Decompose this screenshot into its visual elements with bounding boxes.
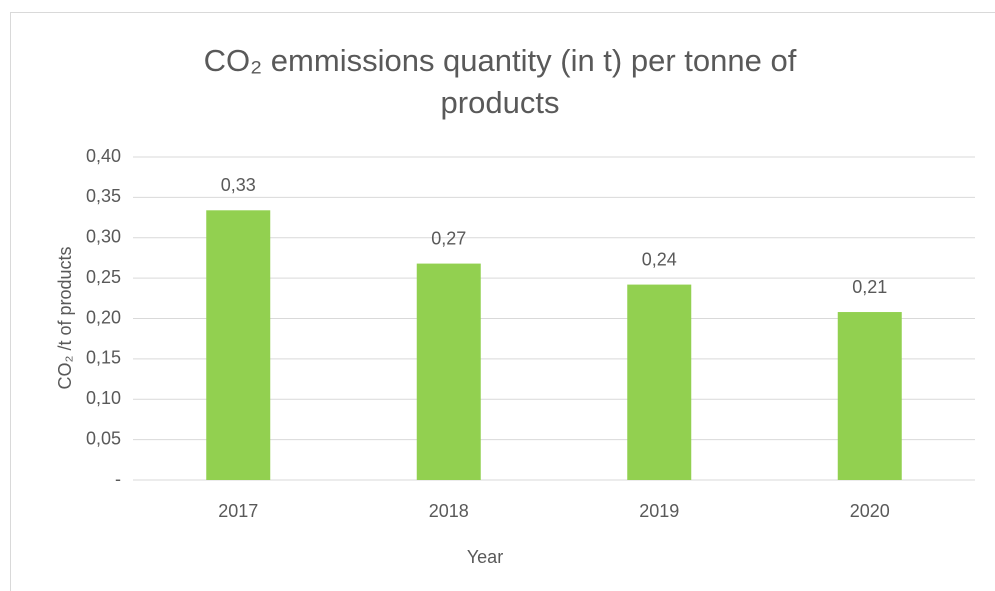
data-label: 0,24 (642, 249, 677, 269)
data-label: 0,21 (852, 277, 887, 297)
y-tick-label: 0,15 (86, 348, 121, 368)
bar (206, 210, 271, 481)
y-tick-label: 0,20 (86, 307, 121, 327)
y-tick-label: 0,25 (86, 267, 121, 287)
x-axis-label: Year (467, 547, 503, 567)
y-tick-label: 0,35 (86, 186, 121, 206)
bar (416, 263, 481, 480)
y-tick-label: - (115, 469, 121, 489)
y-tick-label: 0,40 (86, 146, 121, 166)
y-tick-label: 0,10 (86, 388, 121, 408)
data-label: 0,27 (431, 228, 466, 248)
chart-frame (10, 12, 995, 591)
x-tick-label: 2019 (639, 501, 679, 521)
y-tick-label: 0,05 (86, 428, 121, 448)
chart-title: CO₂ emmissions quantity (in t) per tonne… (203, 43, 797, 120)
y-axis-label: CO₂ /t of products (55, 246, 75, 389)
bar (837, 312, 902, 480)
x-tick-label: 2020 (850, 501, 890, 521)
x-tick-label: 2017 (218, 501, 258, 521)
data-label: 0,33 (221, 175, 256, 195)
x-tick-label: 2018 (429, 501, 469, 521)
y-tick-label: 0,30 (86, 227, 121, 247)
bar (627, 284, 692, 480)
